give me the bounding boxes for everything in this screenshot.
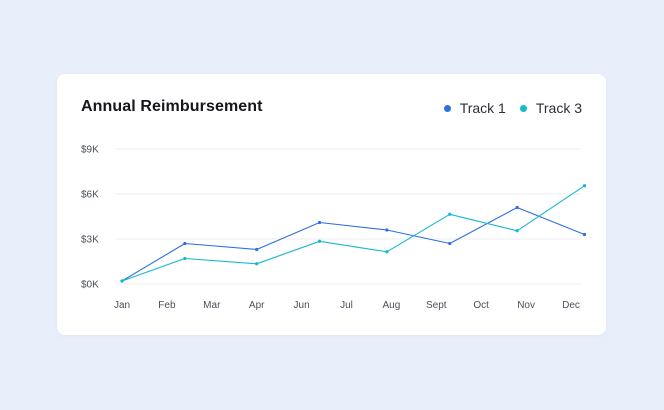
data-point-track-1-2: [255, 247, 259, 252]
legend-item-track-1[interactable]: Track 1: [443, 100, 506, 116]
data-point-track-3-5: [448, 212, 452, 216]
data-point-track-3-3: [317, 239, 322, 243]
legend: Track 1 Track 3: [443, 100, 582, 116]
legend-label-track-1: Track 1: [459, 100, 506, 116]
x-tick-label-dec: Dec: [562, 300, 580, 311]
data-point-track-3-1: [183, 256, 187, 261]
x-tick-label-mar: Mar: [203, 300, 221, 311]
data-point-track-1-4: [385, 228, 389, 232]
x-tick-label-aug: Aug: [383, 300, 401, 311]
x-tick-label-apr: Apr: [249, 300, 265, 311]
x-tick-label-jan: Jan: [114, 300, 130, 311]
data-point-track-1-7: [582, 232, 587, 237]
data-point-track-1-6: [515, 205, 519, 210]
legend-label-track-3: Track 3: [535, 100, 582, 116]
line-chart: $0K $3K $6K $9K Jan Feb Mar Apr Jun Jul Aug Sept Oct…: [81, 145, 587, 311]
series-line-track-3: [121, 185, 585, 282]
x-tick-label-jun: Jun: [294, 300, 310, 311]
data-point-track-1-3: [317, 220, 322, 225]
legend-swatch-track-3: [519, 104, 527, 112]
chart-title: Annual Reimbursement: [81, 98, 263, 115]
x-tick-label-oct: Oct: [473, 300, 489, 311]
data-point-track-3-7: [582, 184, 587, 188]
data-point-track-3-0: [120, 279, 124, 283]
x-tick-label-feb: Feb: [158, 300, 176, 311]
y-tick-label-2: $6K: [81, 190, 99, 201]
x-tick-label-jul: Jul: [340, 300, 353, 311]
legend-item-track-3[interactable]: Track 3: [519, 100, 582, 116]
chart-card: Annual Reimbursement Track 1 Track 3 $0K…: [57, 74, 606, 335]
data-point-track-3-4: [385, 250, 389, 254]
x-tick-label-nov: Nov: [517, 300, 535, 311]
series-line-track-1: [121, 206, 585, 282]
data-point-track-3-6: [515, 229, 519, 233]
x-tick-label-sept: Sept: [426, 300, 447, 311]
data-point-track-1-1: [183, 241, 187, 246]
y-tick-label-1: $3K: [81, 235, 99, 246]
y-tick-label-0: $0K: [81, 280, 99, 291]
data-point-track-1-5: [448, 241, 452, 246]
data-point-track-3-2: [255, 262, 259, 266]
legend-swatch-track-1: [443, 104, 451, 112]
y-tick-label-3: $9K: [81, 145, 99, 156]
